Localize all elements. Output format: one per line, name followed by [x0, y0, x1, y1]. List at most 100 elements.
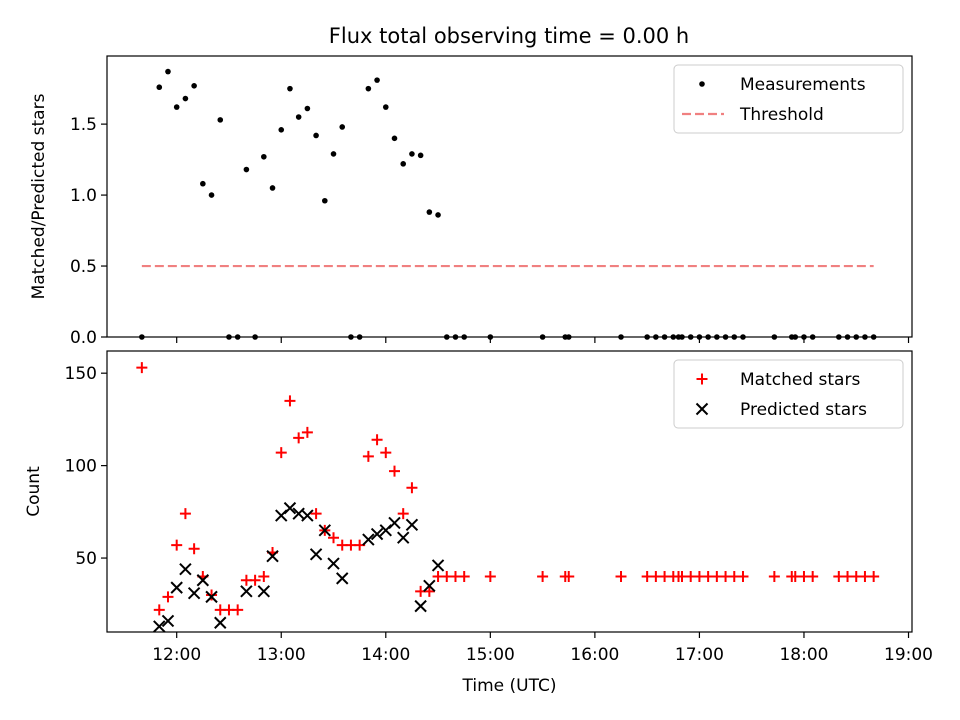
- measurement-point: [165, 68, 171, 75]
- matched-star-point: [188, 543, 200, 555]
- legend-label: Measurements: [740, 75, 866, 95]
- predicted-star-point: [414, 599, 427, 613]
- measurement-point: [295, 114, 302, 120]
- measurement-point: [313, 132, 319, 139]
- matched-star-point: [328, 532, 340, 544]
- predicted-star-point: [327, 557, 340, 570]
- matched-star-point: [275, 447, 287, 459]
- x-tick-label: 17:00: [675, 645, 724, 665]
- measurement-point: [200, 180, 206, 187]
- matched-star-point: [171, 539, 183, 551]
- bottom-panel: 50 100 150 12:00 13:00 14:00 15:00 16:00 17:00 18…: [24, 350, 933, 696]
- y-tick-label: 0.0: [70, 328, 97, 348]
- matched-star-point: [397, 508, 409, 520]
- matched-star-point: [389, 465, 400, 477]
- predicted-star-point: [336, 572, 349, 585]
- measurement-point: [278, 126, 285, 133]
- measurement-point: [382, 104, 389, 110]
- measurement-point: [173, 104, 180, 110]
- measurement-point: [374, 77, 380, 83]
- y-tick-label: 50: [75, 549, 97, 569]
- matched-star-point: [249, 574, 261, 586]
- matched-star-point: [807, 571, 819, 583]
- matched-star-point: [284, 395, 296, 407]
- measurement-point: [261, 153, 267, 160]
- legend-label: Predicted stars: [740, 400, 867, 420]
- matched-star-point: [232, 604, 244, 616]
- x-tick-label: 19:00: [884, 645, 933, 665]
- measurement-point: [417, 152, 424, 159]
- predicted-star-point: [309, 548, 323, 561]
- legend: Matched stars Predicted stars: [673, 359, 904, 429]
- predicted-star-point: [266, 549, 279, 563]
- matched-star-point: [423, 585, 435, 597]
- legend: Measurements Threshold: [673, 64, 904, 134]
- measurement-point: [322, 197, 328, 204]
- axes-frame: [106, 350, 913, 633]
- predicted-star-point: [187, 586, 201, 600]
- measurement-point: [391, 135, 398, 142]
- matched-star-point: [153, 604, 165, 616]
- predicted-star-point: [423, 579, 436, 592]
- matched-star-point: [563, 571, 575, 583]
- matched-star-point: [258, 571, 270, 583]
- predicted-star-point: [301, 509, 314, 522]
- matched-star-point: [380, 447, 392, 459]
- predicted-star-point: [161, 614, 175, 628]
- matched-star-point: [615, 571, 627, 583]
- predicted-star-point: [397, 531, 410, 544]
- x-axis-label: Time (UTC): [462, 676, 557, 696]
- measurement-point: [217, 117, 224, 123]
- y-axis-label: Count: [24, 466, 44, 517]
- legend-label: Threshold: [739, 105, 824, 125]
- predicted-star-point: [170, 581, 183, 594]
- y-tick-label: 100: [65, 457, 97, 477]
- predicted-star-point: [240, 585, 253, 598]
- y-tick-label: 1.0: [70, 186, 97, 206]
- matched-star-point: [162, 591, 174, 603]
- predicted-star-point: [179, 562, 192, 576]
- measurement-point: [365, 85, 372, 92]
- matched-star-point: [768, 571, 780, 583]
- measurement-point: [426, 209, 433, 215]
- matched-star-point: [136, 362, 148, 374]
- series-matched-stars: [136, 362, 880, 616]
- measurement-point: [400, 161, 407, 167]
- predicted-star-point: [214, 616, 227, 629]
- matched-star-point: [293, 432, 305, 444]
- measurement-point: [191, 83, 197, 89]
- legend-box: [673, 359, 904, 429]
- legend-label: Matched stars: [740, 370, 860, 390]
- predicted-star-point: [388, 516, 401, 530]
- predicted-star-point: [205, 590, 218, 604]
- predicted-star-point: [370, 527, 384, 541]
- matched-star-point: [737, 571, 749, 583]
- measurement-point: [156, 84, 163, 91]
- matched-star-point: [868, 571, 880, 583]
- matched-star-point: [484, 571, 496, 583]
- y-axis-label: Matched/Predicted stars: [29, 93, 49, 299]
- predicted-star-point: [362, 533, 375, 546]
- measurement-point: [243, 166, 250, 173]
- x-tick-label: 18:00: [779, 645, 828, 665]
- legend-box: [673, 64, 904, 134]
- legend-marker-x: [695, 402, 709, 416]
- measurement-point: [330, 151, 337, 157]
- measurement-point: [182, 95, 189, 102]
- chart-title: Flux total observing time = 0.00 h: [329, 24, 689, 48]
- predicted-star-point: [318, 524, 332, 537]
- matched-star-point: [458, 571, 470, 583]
- matched-star-point: [310, 508, 322, 520]
- axes-frame: [106, 55, 913, 338]
- legend-marker-dot: [699, 81, 705, 87]
- predicted-star-point: [153, 620, 166, 633]
- top-panel: 0.0 0.5 1.0 1.5 Matched/Predicted stars Measu…: [29, 55, 913, 348]
- measurement-point: [339, 124, 346, 130]
- matched-star-point: [406, 482, 418, 494]
- measurement-point: [304, 105, 311, 112]
- measurement-point: [435, 212, 441, 218]
- predicted-star-point: [283, 501, 297, 515]
- predicted-star-point: [431, 559, 445, 572]
- x-tick-label: 16:00: [570, 645, 619, 665]
- predicted-star-point: [257, 585, 271, 598]
